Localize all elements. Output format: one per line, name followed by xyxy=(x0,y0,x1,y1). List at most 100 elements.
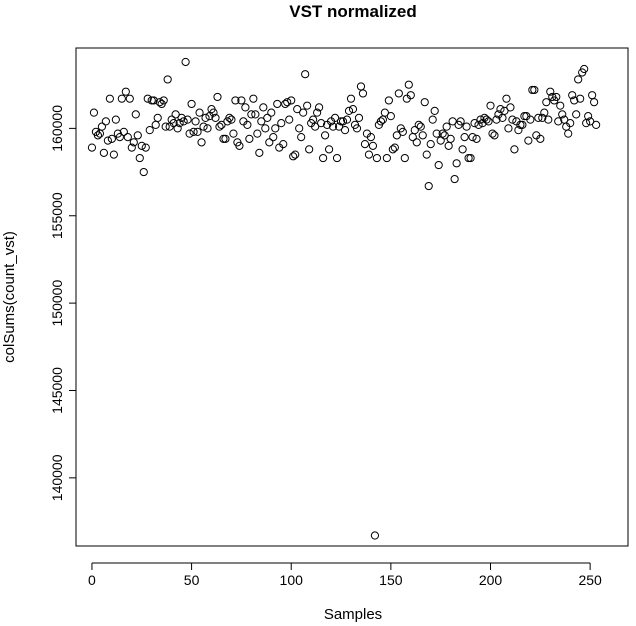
data-point xyxy=(191,117,200,126)
data-point xyxy=(358,89,368,98)
data-point xyxy=(352,124,362,133)
data-point xyxy=(259,103,268,112)
data-point xyxy=(197,138,206,147)
data-point xyxy=(328,122,338,131)
data-point xyxy=(89,108,99,117)
data-point xyxy=(384,96,393,105)
data-point xyxy=(344,106,354,116)
data-point xyxy=(301,70,310,79)
data-point xyxy=(490,131,499,140)
data-point xyxy=(400,153,409,163)
data-point xyxy=(390,143,399,152)
data-point xyxy=(199,122,208,131)
data-point xyxy=(257,117,266,126)
data-point xyxy=(470,119,479,128)
data-point xyxy=(484,117,493,126)
data-point xyxy=(542,98,551,107)
data-point xyxy=(289,152,298,161)
data-point xyxy=(472,134,481,143)
data-point xyxy=(187,99,196,109)
data-point xyxy=(510,145,519,154)
x-tick-label: 200 xyxy=(479,572,503,588)
data-point xyxy=(544,115,553,124)
data-point xyxy=(295,124,304,133)
data-point xyxy=(173,124,182,133)
data-point xyxy=(317,119,326,128)
data-point xyxy=(271,124,280,133)
data-point xyxy=(175,119,184,128)
data-point xyxy=(482,115,491,124)
data-point xyxy=(330,113,340,122)
data-point xyxy=(426,140,435,149)
data-point xyxy=(430,106,439,116)
y-axis: 140000 145000 150000 155000 160000 xyxy=(49,105,77,501)
data-point xyxy=(536,134,545,143)
data-point xyxy=(267,108,276,117)
data-point xyxy=(436,136,445,145)
data-point xyxy=(117,94,126,103)
data-point xyxy=(147,96,156,105)
data-point xyxy=(364,150,374,159)
data-point xyxy=(428,115,437,124)
data-point xyxy=(466,153,475,163)
data-point xyxy=(570,96,579,105)
data-point xyxy=(193,127,202,136)
data-point xyxy=(424,181,433,191)
data-point xyxy=(155,98,164,107)
data-point xyxy=(305,145,314,154)
data-point xyxy=(253,129,262,138)
data-point xyxy=(588,91,597,100)
data-point xyxy=(332,153,342,163)
data-point xyxy=(554,117,563,126)
data-point xyxy=(135,153,144,163)
data-point xyxy=(486,101,495,110)
y-tick-label: 150000 xyxy=(49,280,65,327)
data-point xyxy=(93,131,103,140)
x-tick-label: 0 xyxy=(88,572,96,588)
data-point xyxy=(203,124,212,133)
data-point xyxy=(291,150,300,159)
data-point xyxy=(281,99,290,109)
data-point xyxy=(213,92,222,102)
data-point xyxy=(406,91,415,100)
data-point xyxy=(440,131,449,140)
data-point xyxy=(354,113,364,122)
data-point xyxy=(219,134,228,143)
data-point xyxy=(129,138,138,147)
data-point xyxy=(456,117,465,126)
data-point xyxy=(263,113,272,122)
data-point xyxy=(255,148,264,157)
y-tick-label: 145000 xyxy=(49,367,65,414)
data-point xyxy=(303,101,312,110)
data-point xyxy=(229,129,238,138)
data-point xyxy=(538,113,547,122)
data-point xyxy=(504,124,513,133)
data-point xyxy=(109,150,118,159)
data-point xyxy=(564,129,573,138)
data-point xyxy=(215,122,224,131)
data-point xyxy=(474,120,483,129)
data-point xyxy=(241,103,250,112)
data-point xyxy=(287,96,296,105)
data-point xyxy=(97,122,107,131)
data-point xyxy=(386,112,395,121)
data-point xyxy=(161,122,170,131)
y-tick-label: 155000 xyxy=(49,192,65,239)
data-point xyxy=(139,167,148,177)
data-point xyxy=(111,115,120,124)
data-point xyxy=(540,108,549,117)
data-point xyxy=(394,89,403,98)
data-point xyxy=(313,108,322,117)
data-point xyxy=(251,110,260,119)
data-point xyxy=(378,115,387,124)
data-point xyxy=(518,120,527,129)
data-point xyxy=(179,117,188,126)
data-point xyxy=(360,140,370,149)
data-point xyxy=(452,159,461,168)
data-point xyxy=(103,136,112,145)
data-point xyxy=(488,129,497,138)
data-point xyxy=(370,531,380,540)
data-point xyxy=(346,94,356,103)
data-point xyxy=(293,105,302,114)
data-point xyxy=(297,133,306,142)
